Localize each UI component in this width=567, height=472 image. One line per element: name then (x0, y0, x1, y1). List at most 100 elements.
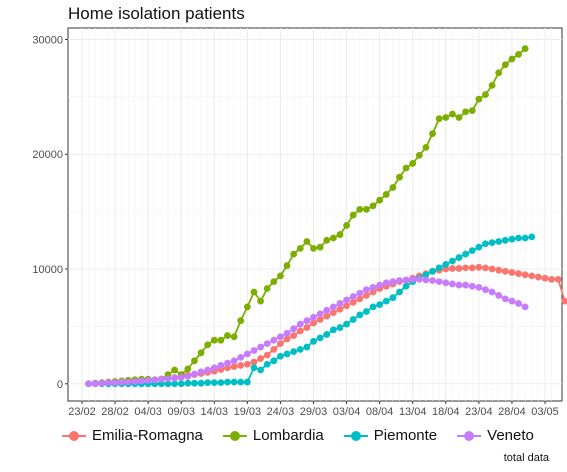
data-point-veneto (495, 292, 503, 299)
plot-panel-border (67, 27, 563, 402)
data-point-piemonte (250, 364, 258, 372)
data-point-veneto (151, 376, 159, 384)
data-point-piemonte (329, 326, 337, 334)
data-point-emilia-romagna (462, 264, 470, 272)
data-point-lombardia (336, 231, 344, 238)
x-tick-label: 19/03 (234, 406, 262, 418)
data-point-veneto (157, 375, 165, 383)
data-point-piemonte (402, 282, 410, 290)
data-point-lombardia (468, 107, 476, 115)
data-point-emilia-romagna (250, 358, 258, 366)
data-point-veneto (184, 372, 192, 380)
data-point-emilia-romagna (515, 270, 522, 278)
data-point-lombardia (230, 333, 238, 341)
data-point-piemonte (336, 324, 344, 331)
data-point-veneto (237, 353, 245, 361)
data-point-emilia-romagna (316, 316, 324, 323)
data-point-lombardia (435, 115, 443, 123)
data-point-lombardia (250, 288, 258, 296)
data-point-emilia-romagna (356, 295, 364, 303)
data-point-lombardia (409, 160, 417, 167)
data-point-emilia-romagna (449, 265, 456, 272)
data-point-veneto (415, 275, 423, 283)
data-point-lombardia (488, 81, 496, 89)
data-point-veneto (290, 325, 298, 333)
data-point-veneto (138, 377, 145, 385)
chart-caption: total data (503, 452, 549, 464)
data-point-emilia-romagna (270, 345, 278, 353)
data-point-veneto (303, 317, 311, 325)
data-point-piemonte (303, 343, 311, 351)
data-point-veneto (409, 275, 417, 283)
data-point-veneto (343, 296, 350, 304)
data-point-veneto (283, 329, 291, 337)
legend-label: Piemonte (373, 427, 438, 444)
data-point-lombardia (171, 366, 179, 374)
axis-layer: 0 10000 20000 30000 23/02 28/02 04/03 09/03 14/0… (32, 34, 558, 418)
x-tick-label: 09/03 (167, 406, 195, 418)
data-point-piemonte (204, 379, 212, 387)
legend-item-emilia-romagna: Emilia-Romagna (60, 427, 203, 444)
data-point-emilia-romagna (263, 351, 271, 359)
data-point-emilia-romagna (283, 335, 291, 343)
data-point-veneto (164, 375, 172, 383)
data-point-piemonte (184, 379, 192, 387)
data-point-piemonte (270, 357, 278, 365)
data-point-veneto (270, 336, 278, 344)
data-point-lombardia (475, 95, 483, 103)
x-tick-label: 28/04 (498, 406, 526, 418)
legend-item-piemonte: Piemonte (342, 427, 437, 444)
data-point-piemonte (363, 308, 370, 315)
data-point-piemonte (283, 350, 291, 358)
data-point-lombardia (329, 234, 337, 242)
data-point-lombardia (210, 336, 218, 344)
data-point-lombardia (389, 184, 397, 191)
data-point-piemonte (501, 236, 509, 244)
data-point-emilia-romagna (237, 362, 245, 369)
data-point-lombardia (382, 191, 390, 198)
data-point-lombardia (184, 365, 192, 373)
data-point-lombardia (482, 91, 489, 98)
data-point-lombardia (224, 332, 231, 339)
data-point-piemonte (442, 261, 450, 268)
data-point-lombardia (316, 243, 324, 251)
data-point-veneto (363, 286, 370, 294)
data-point-lombardia (270, 278, 278, 286)
data-point-veneto (521, 303, 529, 311)
data-point-piemonte (171, 380, 179, 388)
data-point-veneto (515, 300, 522, 307)
data-point-piemonte (243, 378, 251, 386)
data-point-piemonte (382, 297, 390, 305)
data-point-piemonte (376, 301, 384, 308)
data-point-veneto (382, 279, 390, 287)
data-point-piemonte (217, 379, 225, 387)
data-point-lombardia (349, 211, 357, 219)
data-point-lombardia (197, 349, 205, 357)
data-point-lombardia (449, 110, 456, 118)
data-point-emilia-romagna (548, 275, 556, 283)
data-point-piemonte (495, 238, 503, 245)
data-point-veneto (191, 370, 198, 378)
legend-key-veneto (455, 429, 483, 443)
data-point-veneto (144, 376, 152, 384)
data-point-emilia-romagna (349, 298, 357, 306)
x-tick-label: 24/03 (267, 406, 295, 418)
legend-label: Emilia-Romagna (92, 427, 203, 444)
data-point-veneto (131, 378, 139, 385)
data-point-veneto (501, 295, 509, 303)
data-point-emilia-romagna (323, 312, 331, 320)
x-tick-label: 03/05 (531, 406, 559, 418)
data-point-veneto (111, 379, 119, 387)
data-point-lombardia (356, 205, 364, 213)
data-point-lombardia (415, 151, 423, 159)
data-point-emilia-romagna (455, 265, 463, 272)
data-point-veneto (508, 297, 516, 305)
data-point-veneto (296, 320, 304, 328)
data-point-piemonte (349, 316, 357, 323)
legend-item-lombardia: Lombardia (221, 427, 324, 444)
data-point-emilia-romagna (501, 267, 509, 275)
data-point-veneto (277, 333, 284, 341)
y-tick-label: 0 (57, 379, 63, 391)
data-point-piemonte (257, 366, 264, 374)
